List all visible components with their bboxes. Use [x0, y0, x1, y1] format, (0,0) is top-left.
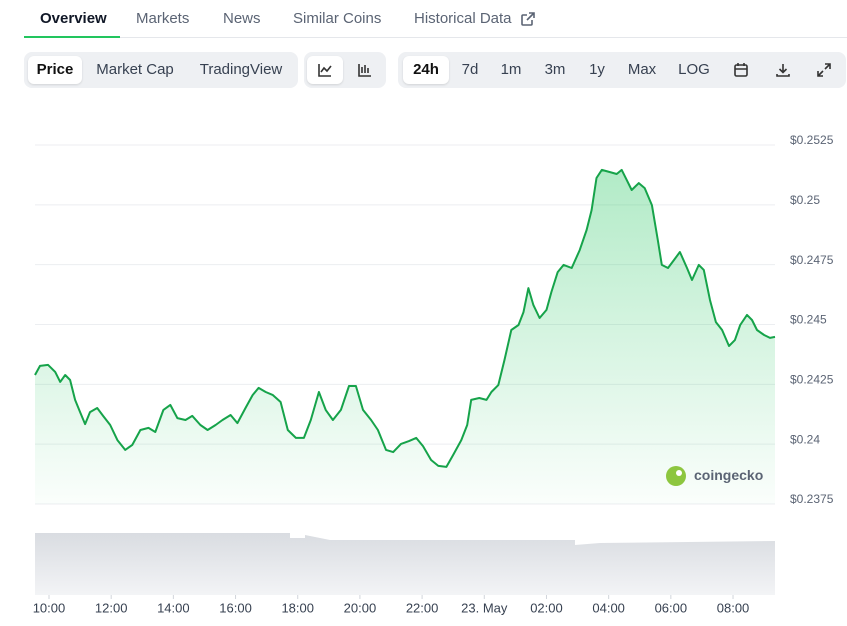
price-line [34, 168, 776, 468]
x-tick-label: 14:00 [157, 600, 190, 615]
tab-divider [24, 37, 847, 38]
y-tick-label: $0.2375 [790, 492, 834, 506]
plot [34, 168, 776, 504]
y-tick-label: $0.2475 [790, 253, 834, 267]
x-tick-label: 02:00 [530, 600, 563, 615]
range-button[interactable]: 1m [500, 61, 522, 78]
tab[interactable]: News [223, 10, 261, 27]
mode-button[interactable]: Market Cap [96, 61, 174, 78]
calendar-icon [734, 63, 748, 77]
x-tick-label: 18:00 [281, 600, 314, 615]
candle-chart-button[interactable] [347, 56, 383, 84]
x-tick-label: 10:00 [33, 600, 66, 615]
fullscreen-button[interactable] [809, 56, 839, 84]
x-tick-label: 12:00 [95, 600, 128, 615]
x-tick-label: 20:00 [344, 600, 377, 615]
range-button[interactable]: 1y [589, 61, 605, 78]
line-chart-button[interactable] [307, 56, 343, 84]
watermark: coingecko [694, 467, 763, 483]
range-button[interactable]: 24h [403, 56, 449, 84]
external-link-icon [521, 12, 535, 26]
range-button[interactable]: Max [627, 61, 657, 78]
range-button[interactable]: 3m [544, 61, 566, 78]
y-tick-label: $0.24 [790, 432, 820, 446]
y-tick-label: $0.2525 [790, 133, 834, 147]
mode-button[interactable]: TradingView [199, 61, 283, 78]
logo-mark [666, 466, 686, 486]
calendar-button[interactable] [726, 56, 756, 84]
range-button[interactable]: LOG [678, 61, 710, 78]
x-tick-label: 04:00 [592, 600, 625, 615]
download-icon [776, 64, 790, 77]
x-tick-label: 08:00 [717, 600, 750, 615]
x-tick-label: 16:00 [219, 600, 252, 615]
y-tick-label: $0.2425 [790, 373, 834, 387]
y-tick-label: $0.245 [790, 313, 827, 327]
tab-indicator [24, 36, 120, 38]
y-tick-label: $0.25 [790, 193, 820, 207]
area-fill [35, 169, 775, 504]
tab[interactable]: Similar Coins [293, 10, 382, 27]
x-tick-label: 06:00 [655, 600, 688, 615]
tab[interactable]: Markets [136, 10, 190, 27]
tab[interactable]: Overview [40, 10, 107, 27]
x-tick-label: 22:00 [406, 600, 439, 615]
x-tick-label: 23. May [461, 600, 508, 615]
line-chart-icon [318, 64, 332, 77]
volume-area [35, 533, 775, 595]
candle-chart-icon [358, 64, 371, 77]
mode-button[interactable]: Price [28, 56, 82, 84]
fullscreen-icon [817, 63, 831, 77]
logo-eye [676, 470, 682, 476]
download-button[interactable] [768, 56, 798, 84]
range-button[interactable]: 7d [461, 61, 479, 78]
range-group [398, 52, 846, 88]
tab[interactable]: Historical Data [414, 10, 512, 27]
